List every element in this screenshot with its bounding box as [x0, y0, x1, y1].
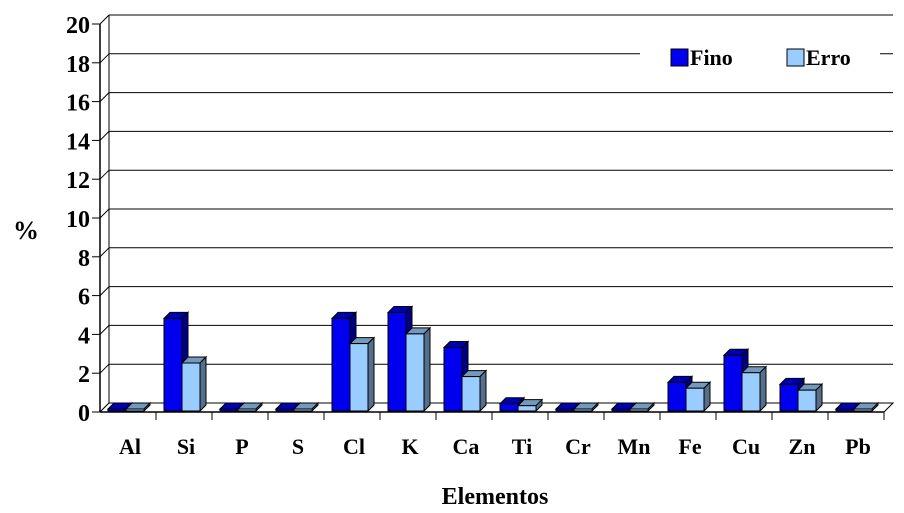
x-tick-label-cl: Cl [343, 434, 365, 459]
gridline-side [99, 363, 110, 374]
bar-front [723, 354, 743, 412]
floor [98, 402, 895, 413]
y-tick-label: 12 [66, 168, 90, 194]
x-tick-label-fe: Fe [678, 434, 701, 459]
x-tick-label-cr: Cr [565, 434, 591, 459]
y-tick-label: 14 [66, 129, 90, 155]
y-tick-label: 18 [66, 52, 90, 78]
y-tick-label: 4 [78, 323, 90, 349]
bar-front [275, 408, 295, 412]
x-tick-label-p: P [235, 434, 248, 459]
bar-side [479, 369, 487, 413]
gridline-side [99, 247, 110, 258]
bar-erro-cu [740, 365, 768, 413]
x-axis-label: Elementos [442, 484, 549, 510]
bar-front [107, 408, 127, 412]
x-tick-label-si: Si [177, 434, 195, 459]
gridline-side [99, 208, 110, 219]
x-tick-label-pb: Pb [845, 434, 871, 459]
x-tick-label-cu: Cu [732, 434, 760, 459]
bar-erro-fe [684, 381, 712, 413]
bar-erro-si [180, 355, 208, 413]
bar-erro-cl [348, 336, 376, 413]
bar-side [199, 355, 207, 413]
x-tick-label-zn: Zn [789, 434, 816, 459]
bar-erro-mn [628, 401, 656, 413]
gridline-side [99, 325, 110, 335]
y-tick-label: 16 [66, 91, 90, 117]
bar-front [741, 372, 761, 412]
y-tick-label: 6 [78, 285, 90, 311]
gridlines [99, 14, 893, 413]
bar-front [405, 333, 425, 412]
bar-erro-s [292, 401, 320, 413]
bars [106, 305, 880, 413]
bar-front [293, 408, 313, 412]
bar-front [611, 408, 631, 412]
x-tick-label-s: S [292, 434, 304, 459]
x-tick-labels: Al Si P S Cl K Ca Ti Cr Mn Fe Cu Zn Pb [119, 434, 871, 459]
legend: Fino Erro [640, 40, 880, 78]
y-tick-labels: 0 2 4 6 8 10 12 14 16 18 20 [66, 13, 90, 427]
bar-erro-k [404, 326, 432, 413]
bar-front [573, 408, 593, 412]
bar-front [181, 362, 201, 412]
bar-front [443, 346, 463, 412]
legend-label-fino: Fino [690, 45, 733, 70]
gridline-side [99, 286, 110, 296]
bar-side [423, 326, 431, 413]
bar-front [779, 383, 799, 412]
bar-front [331, 317, 351, 412]
bar-erro-ti [516, 398, 544, 413]
bar-front [461, 376, 481, 412]
bar-front [219, 408, 239, 412]
bar-front [499, 403, 519, 412]
bar-front [125, 408, 145, 412]
bar-front [387, 312, 407, 412]
bar-front [349, 343, 369, 412]
x-tick-label-al: Al [119, 434, 141, 459]
y-axis-label: % [13, 216, 39, 245]
x-tick-label-ca: Ca [453, 434, 480, 459]
gridline-side [99, 53, 110, 64]
y-tick-label: 2 [78, 362, 90, 388]
y-tick-label: 10 [66, 207, 90, 233]
legend-swatch-fino [670, 48, 689, 67]
bar-side [759, 365, 767, 413]
gridline-side [99, 169, 110, 180]
legend-swatch-erro [786, 48, 805, 67]
bar-front [835, 408, 855, 412]
bar-front [517, 405, 537, 412]
y-tick-label: 20 [66, 13, 90, 39]
bar-front [163, 317, 183, 412]
gridline-side [99, 92, 110, 102]
bar-front [797, 389, 817, 412]
bar-erro-ca [460, 369, 488, 413]
x-tick-label-k: K [401, 434, 418, 459]
gridline-side [99, 14, 110, 25]
bar-side [367, 336, 375, 413]
bar-erro-p [236, 401, 264, 413]
legend-label-erro: Erro [806, 45, 851, 70]
bar-front [685, 387, 705, 412]
y-tick-label: 8 [78, 246, 90, 272]
bar-front [667, 381, 687, 412]
y-tick-label: 0 [78, 401, 90, 427]
gridline-side [99, 131, 110, 141]
bar-erro-pb [852, 401, 880, 413]
bar-erro-al [124, 401, 152, 413]
bar-front [237, 408, 257, 412]
bar-erro-cr [572, 401, 600, 413]
bar-front [555, 408, 575, 412]
x-tick-label-mn: Mn [618, 434, 651, 459]
x-tick-label-ti: Ti [512, 434, 532, 459]
bar-front [853, 408, 873, 412]
bar-erro-zn [796, 382, 824, 413]
bar-front [629, 408, 649, 412]
